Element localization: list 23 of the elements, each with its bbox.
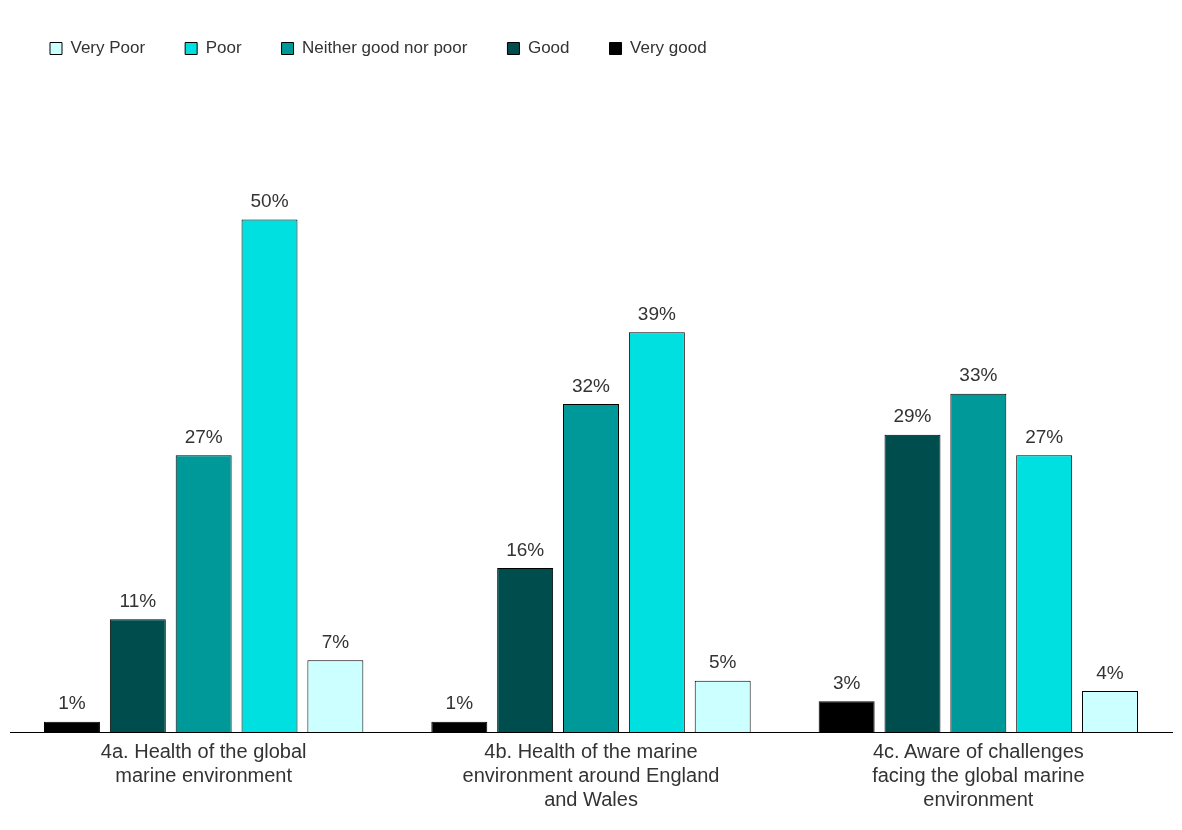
data-label: 1% <box>58 692 86 714</box>
data-label: 50% <box>250 190 289 212</box>
x-tick-label: 4a. Health of the global marine environment <box>100 739 307 786</box>
data-label: 4% <box>1096 661 1124 683</box>
data-label: 27% <box>1025 425 1064 447</box>
legend-label: Neither good nor poor <box>302 38 468 58</box>
data-label: 5% <box>708 651 737 673</box>
legend-label: Good <box>527 38 570 58</box>
legend-label: Poor <box>205 38 242 58</box>
data-label: 7% <box>321 630 350 652</box>
data-label: 1% <box>445 692 474 714</box>
data-label: 32% <box>571 374 611 396</box>
data-label: 27% <box>184 425 223 447</box>
legend-label: Very Poor <box>70 38 146 58</box>
data-label: 3% <box>832 671 861 693</box>
data-label: 29% <box>893 405 932 427</box>
data-label: 16% <box>506 538 545 560</box>
data-label: 33% <box>959 364 998 386</box>
x-tick-label: 4b. Health of the marine environment around England and Wales <box>462 739 720 810</box>
data-label: 39% <box>637 302 676 324</box>
data-label: 11% <box>119 589 157 611</box>
legend-label: Very good <box>630 38 707 58</box>
x-tick-label: 4c. Aware of challenges facing the global marine environment <box>872 739 1085 810</box>
